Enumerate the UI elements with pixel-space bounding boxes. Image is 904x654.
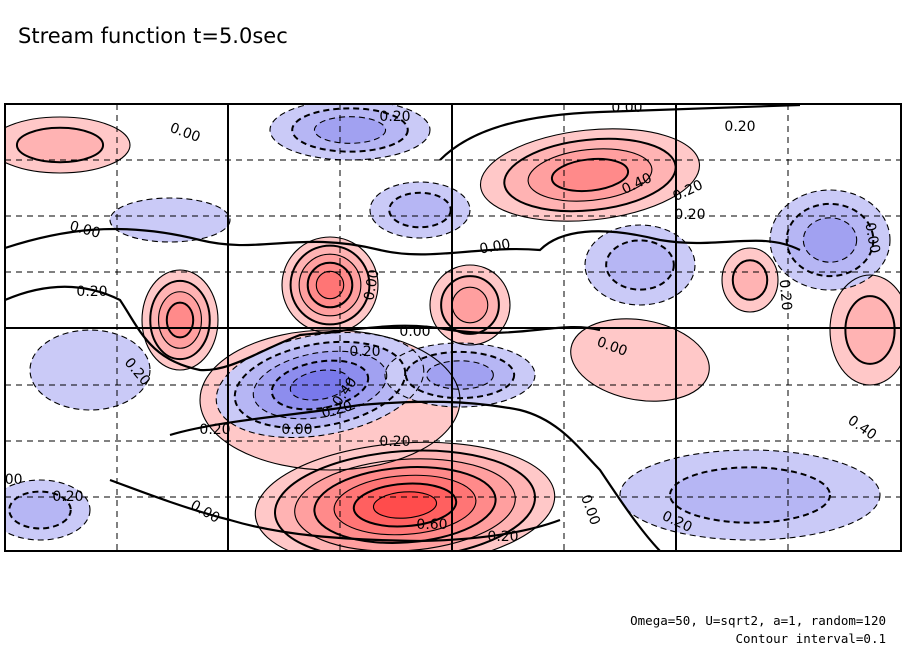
contour-line-1-3 <box>306 261 354 309</box>
contour-line-3-1 <box>440 275 500 335</box>
zero-contour-2 <box>169 400 661 551</box>
contour-label-1: 0.20 <box>379 109 410 125</box>
contour-line-2-0 <box>141 269 219 371</box>
contour-line-11-0 <box>384 342 536 408</box>
contour-line-6-0 <box>721 247 779 313</box>
field-fill-14-1 <box>606 240 674 290</box>
contour-line-0-1 <box>273 449 537 551</box>
contour-line-5-1 <box>15 126 105 164</box>
contour-line-11-2 <box>426 360 494 390</box>
contour-line-4-0 <box>479 128 701 222</box>
footnote-parameters: Omega=50, U=sqrt2, a=1, random=120 <box>630 613 886 628</box>
contour-line-1-2 <box>298 253 362 317</box>
contour-label-14: 0.20 <box>349 344 380 360</box>
field-fill-6-1 <box>732 260 768 300</box>
field-fill-4-3 <box>551 158 629 192</box>
field-fill-12-2 <box>314 116 386 144</box>
contour-label-27: 0.20 <box>487 529 518 545</box>
contour-line-5-0 <box>5 116 131 174</box>
field-fill-7-1 <box>845 296 895 364</box>
contour-line-13-1 <box>388 191 452 229</box>
contour-label-12: 0.00 <box>861 221 882 254</box>
contour-label-6: 0.20 <box>674 207 705 223</box>
contour-line-10-2 <box>252 350 388 420</box>
contour-line-18-1 <box>669 466 831 524</box>
contour-line-18-0 <box>619 449 881 541</box>
field-fill-8-0 <box>570 318 710 402</box>
contour-label-19: 0.20 <box>199 422 230 438</box>
contour-label-18: 0.20 <box>320 398 354 422</box>
contour-label-28: 0.00 <box>0 472 23 488</box>
field-fill-1-4 <box>316 271 344 299</box>
contour-line-15-0 <box>769 189 891 291</box>
contour-line-16-0 <box>29 329 151 411</box>
contour-line-19-0 <box>109 197 231 243</box>
field-fill-3-2 <box>452 287 488 323</box>
field-fill-17-1 <box>9 491 71 529</box>
zero-contour-3 <box>109 478 561 543</box>
contour-label-11: 0.20 <box>776 279 795 311</box>
contour-line-12-1 <box>291 107 409 153</box>
contour-label-10: 0.00 <box>361 268 382 301</box>
contour-label-7: 0.00 <box>68 218 102 242</box>
contour-label-13: 0.00 <box>399 324 430 340</box>
contour-line-10-0 <box>215 331 425 439</box>
contour-line-17-1 <box>8 490 72 530</box>
contour-label-20: 0.00 <box>281 422 312 438</box>
contour-line-10-1 <box>233 340 407 430</box>
contour-line-8-0 <box>570 318 710 402</box>
contour-line-14-0 <box>584 224 696 306</box>
contour-line-17-0 <box>5 479 91 541</box>
contour-line-2-2 <box>157 291 203 349</box>
contour-label-21: 0.20 <box>379 434 410 450</box>
field-fill-16-0 <box>30 330 150 410</box>
contour-line-3-0 <box>429 264 511 346</box>
field-fill-0-6 <box>373 491 437 519</box>
contour-label-8: 0.00 <box>478 236 511 257</box>
contour-line-0-4 <box>333 474 477 536</box>
contour-line-4-2 <box>527 148 653 202</box>
field-fill-5-1 <box>16 127 104 163</box>
footnote-contour-interval: Contour interval=0.1 <box>735 631 886 646</box>
field-fill-15-2 <box>803 217 857 263</box>
field-fill-11-2 <box>426 360 494 390</box>
contour-line-0-5 <box>352 482 458 528</box>
contour-label-23: 0.20 <box>52 489 83 505</box>
field-fill-13-1 <box>389 192 451 228</box>
contour-line-7-1 <box>844 295 896 365</box>
contour-lines <box>5 104 901 551</box>
field-fill-10-4 <box>290 369 350 401</box>
contour-label-3: 0.00 <box>611 100 642 116</box>
contour-line-2-3 <box>165 301 195 339</box>
contour-line-13-0 <box>369 181 471 239</box>
contour-line-11-1 <box>404 350 516 400</box>
contour-line-10-4 <box>289 369 351 401</box>
contour-line-1-1 <box>289 244 371 326</box>
contour-line-1-4 <box>315 270 345 300</box>
contour-line-0-3 <box>313 466 497 544</box>
contour-line-14-1 <box>605 239 675 291</box>
zero-contour-4 <box>439 104 801 161</box>
chart-title: Stream function t=5.0sec <box>18 24 288 48</box>
contour-line-6-1 <box>731 259 769 301</box>
field-fill-18-1 <box>670 467 830 523</box>
zero-contour-1 <box>5 285 601 372</box>
contour-line-4-3 <box>550 157 630 193</box>
contour-line-9-0 <box>199 329 461 471</box>
contour-line-12-2 <box>313 116 387 144</box>
contour-line-15-1 <box>785 202 875 278</box>
major-grid-lines <box>5 104 901 551</box>
contour-line-7-0 <box>829 274 901 386</box>
contour-line-0-0 <box>254 441 556 551</box>
contour-label-2: 0.20 <box>724 119 755 135</box>
contour-label-25: 0.60 <box>416 517 447 533</box>
contour-line-15-2 <box>802 217 858 263</box>
contour-line-0-6 <box>372 491 438 519</box>
contour-line-2-1 <box>149 279 211 361</box>
contour-label-9: 0.20 <box>76 284 107 300</box>
contour-line-10-3 <box>270 359 370 411</box>
